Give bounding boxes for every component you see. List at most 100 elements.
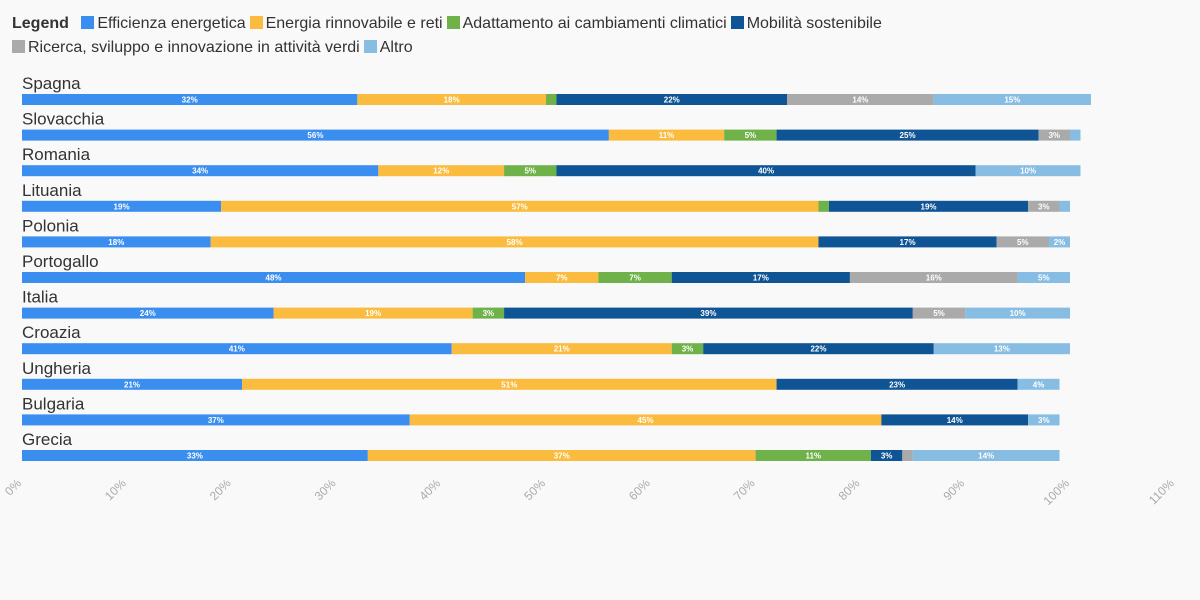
- data-label: 33%: [187, 452, 203, 461]
- bar-segment: [22, 414, 410, 426]
- bar-segment: [22, 94, 358, 105]
- bar-segment: [965, 307, 1070, 319]
- bar-segment: [22, 343, 452, 355]
- data-label: 56%: [307, 131, 323, 140]
- legend-label: Mobilità sostenibile: [746, 15, 882, 32]
- data-label: 11%: [805, 452, 821, 461]
- bar-segment: [409, 414, 882, 426]
- bar-segment: [755, 450, 871, 461]
- data-label: 22%: [664, 96, 680, 105]
- bar-segment: [1049, 236, 1070, 248]
- legend-label: Ricerca, sviluppo e innovazione in attiv…: [28, 39, 360, 56]
- legend-item[interactable]: Altro: [363, 36, 413, 60]
- bar-segment: [22, 307, 274, 319]
- x-tick-label: 110%: [1146, 476, 1177, 507]
- bar-segment: [881, 414, 1029, 426]
- data-label: 37%: [554, 452, 570, 461]
- bar-segment: [975, 165, 1081, 177]
- bar-segment: [546, 94, 557, 105]
- data-label: 15%: [1004, 96, 1020, 105]
- bar-segment: [504, 307, 913, 319]
- bar-segment: [902, 450, 913, 461]
- bar-segment: [1028, 414, 1060, 426]
- legend-item[interactable]: Energia rinnovabile e reti: [249, 12, 443, 36]
- bar-segment: [1059, 200, 1070, 212]
- data-label: 16%: [926, 274, 942, 283]
- data-label: 5%: [1038, 274, 1050, 283]
- data-label: 51%: [501, 380, 517, 389]
- bar-segment: [671, 343, 704, 355]
- data-label: 7%: [629, 274, 641, 283]
- bar-segment: [210, 236, 819, 248]
- legend-swatch: [363, 40, 377, 53]
- bar-segment: [870, 450, 903, 461]
- data-label: 48%: [266, 274, 282, 283]
- data-label: 5%: [524, 167, 536, 176]
- bar-segment: [22, 272, 526, 283]
- data-label: 18%: [444, 96, 460, 105]
- bar-segment: [22, 165, 379, 177]
- legend-swatch: [730, 16, 744, 29]
- x-tick-label: 40%: [416, 476, 443, 503]
- bar-segment: [1028, 200, 1060, 212]
- data-label: 17%: [753, 274, 769, 283]
- legend-item[interactable]: Adattamento ai cambiamenti climatici: [446, 12, 727, 36]
- legend-item[interactable]: Mobilità sostenibile: [730, 12, 882, 36]
- data-label: 24%: [140, 309, 156, 318]
- legend-label: Altro: [379, 39, 413, 56]
- bar-segment: [22, 450, 368, 461]
- bar-segment: [1017, 272, 1070, 283]
- data-label: 5%: [1017, 238, 1029, 247]
- legend-item[interactable]: Efficienza energetica: [81, 12, 246, 36]
- bar-segment: [556, 94, 788, 105]
- bar-segment: [996, 236, 1050, 248]
- bar-segment: [818, 200, 829, 212]
- bar-segment: [724, 129, 777, 141]
- bar-segment: [608, 129, 725, 141]
- bar-segment: [22, 200, 222, 212]
- category-label: Spagna: [22, 74, 81, 93]
- bar-segment: [525, 272, 599, 283]
- bar-segment: [1017, 378, 1060, 390]
- data-label: 32%: [182, 96, 198, 105]
- category-label: Portogallo: [22, 252, 99, 271]
- bar-segment: [818, 236, 997, 248]
- bar-segment: [787, 94, 934, 105]
- data-label: 3%: [881, 452, 893, 461]
- category-label: Grecia: [22, 430, 73, 449]
- data-label: 41%: [229, 345, 245, 354]
- bar-segment: [22, 129, 609, 141]
- legend-item[interactable]: Ricerca, sviluppo e innovazione in attiv…: [12, 36, 360, 60]
- legend-label: Energia rinnovabile e reti: [265, 15, 443, 32]
- category-label: Italia: [22, 288, 58, 307]
- x-tick-label: 10%: [102, 476, 129, 503]
- data-label: 12%: [433, 167, 449, 176]
- bar-segment: [556, 165, 976, 177]
- bar-segment: [671, 272, 850, 283]
- bar-segment: [703, 343, 934, 355]
- bar-segment: [1070, 129, 1081, 141]
- bar-segment: [504, 165, 557, 177]
- bar-segment: [1038, 129, 1070, 141]
- x-tick-label: 80%: [836, 476, 863, 503]
- data-label: 39%: [700, 309, 716, 318]
- bar-segment: [273, 307, 473, 319]
- bar-segment: [22, 378, 243, 390]
- bar-segment: [378, 165, 505, 177]
- bar-segment: [451, 343, 672, 355]
- data-label: 11%: [659, 131, 675, 140]
- data-label: 17%: [900, 238, 916, 247]
- legend-label: Adattamento ai cambiamenti climatici: [462, 15, 727, 32]
- bar-segment: [828, 200, 1029, 212]
- data-label: 14%: [947, 416, 963, 425]
- bar-segment: [912, 450, 1060, 461]
- category-label: Ungheria: [22, 359, 92, 378]
- data-label: 3%: [1048, 131, 1060, 140]
- category-label: Lituania: [22, 181, 82, 200]
- category-label: Bulgaria: [22, 394, 85, 413]
- data-label: 14%: [978, 452, 994, 461]
- x-tick-label: 50%: [521, 476, 548, 503]
- category-label: Slovacchia: [22, 110, 105, 129]
- bar-segment: [776, 129, 1039, 141]
- data-label: 3%: [682, 345, 694, 354]
